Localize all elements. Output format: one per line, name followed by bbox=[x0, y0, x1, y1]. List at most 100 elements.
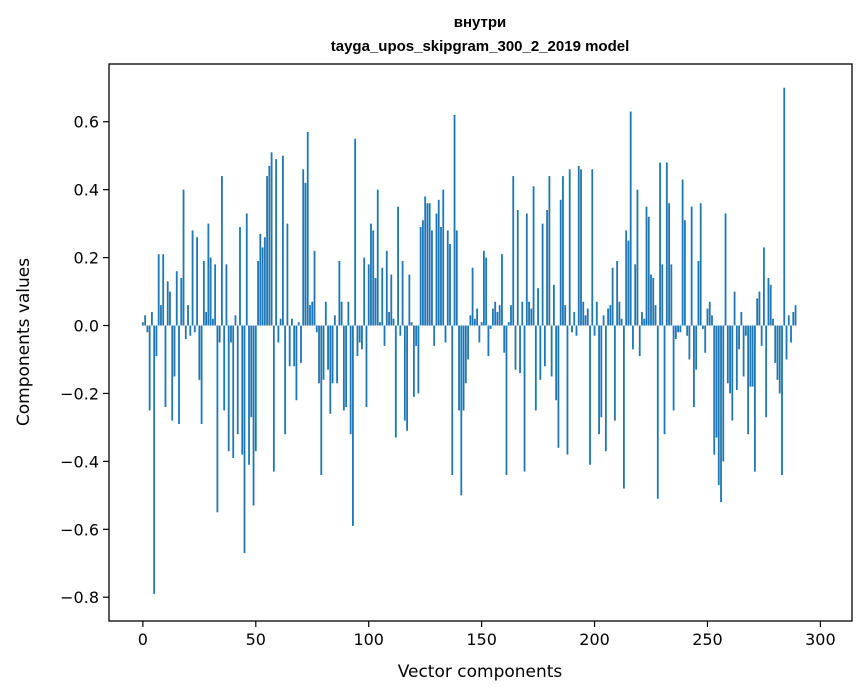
bar-49 bbox=[252, 325, 255, 506]
bar-205 bbox=[604, 325, 607, 452]
bar-277 bbox=[767, 277, 770, 326]
bar-271 bbox=[753, 325, 756, 472]
bar-89 bbox=[342, 325, 345, 411]
bar-132 bbox=[440, 227, 442, 326]
bar-75 bbox=[311, 301, 314, 326]
bar-186 bbox=[562, 176, 564, 326]
bar-117 bbox=[406, 325, 409, 431]
bar-190 bbox=[571, 325, 573, 333]
bar-72 bbox=[304, 182, 307, 326]
bar-93 bbox=[352, 325, 354, 526]
bar-19 bbox=[184, 325, 187, 340]
bar-227 bbox=[654, 305, 657, 326]
bar-24 bbox=[196, 237, 198, 326]
y-tick-label: 0.2 bbox=[74, 249, 99, 268]
bar-175 bbox=[537, 288, 539, 326]
bar-212 bbox=[620, 318, 623, 326]
bar-280 bbox=[774, 325, 777, 363]
bar-224 bbox=[647, 216, 650, 326]
bar-213 bbox=[623, 325, 625, 489]
bar-211 bbox=[618, 301, 621, 326]
bar-210 bbox=[616, 260, 619, 326]
bar-247 bbox=[699, 203, 702, 326]
bar-18 bbox=[182, 189, 185, 326]
bar-32 bbox=[214, 264, 217, 326]
bar-249 bbox=[704, 325, 707, 353]
bar-104 bbox=[376, 189, 379, 326]
bar-289 bbox=[794, 305, 797, 326]
bar-192 bbox=[575, 325, 578, 336]
bar-37 bbox=[225, 264, 228, 326]
bar-96 bbox=[358, 325, 361, 343]
bar-260 bbox=[729, 325, 731, 394]
bar-250 bbox=[706, 308, 709, 326]
bar-230 bbox=[661, 264, 664, 326]
bars-group bbox=[141, 87, 797, 594]
y-tick-label: −0.8 bbox=[60, 588, 99, 607]
bar-194 bbox=[580, 169, 582, 326]
y-tick-label: −0.6 bbox=[60, 520, 99, 539]
bar-106 bbox=[381, 267, 384, 326]
bar-183 bbox=[555, 325, 558, 401]
bar-180 bbox=[548, 176, 551, 326]
bar-36 bbox=[223, 325, 226, 411]
bar-216 bbox=[629, 111, 632, 326]
bar-223 bbox=[645, 206, 648, 326]
bar-67 bbox=[293, 325, 296, 367]
bar-51 bbox=[257, 260, 259, 326]
bar-288 bbox=[792, 311, 795, 326]
bar-65 bbox=[288, 325, 291, 367]
bar-140 bbox=[458, 325, 460, 411]
bar-197 bbox=[586, 308, 589, 326]
bar-99 bbox=[365, 325, 368, 408]
bar-251 bbox=[708, 301, 711, 326]
plot-area-frame bbox=[108, 63, 853, 622]
bar-168 bbox=[521, 301, 524, 326]
bar-232 bbox=[665, 162, 668, 326]
x-tick-label: 150 bbox=[466, 630, 497, 649]
bar-86 bbox=[336, 325, 338, 384]
bar-29 bbox=[207, 223, 210, 326]
bar-125 bbox=[424, 196, 427, 326]
bar-100 bbox=[367, 264, 370, 326]
bar-82 bbox=[327, 325, 329, 370]
bar-35 bbox=[221, 176, 223, 326]
bar-110 bbox=[390, 274, 393, 326]
bar-98 bbox=[363, 257, 366, 326]
bar-174 bbox=[534, 325, 537, 411]
bar-92 bbox=[349, 325, 352, 435]
x-tick-label: 100 bbox=[353, 630, 384, 649]
bar-58 bbox=[272, 325, 275, 472]
bar-111 bbox=[392, 318, 395, 326]
bar-83 bbox=[329, 325, 332, 414]
bar-95 bbox=[356, 325, 359, 357]
bar-218 bbox=[634, 264, 637, 326]
x-tick-label: 300 bbox=[805, 630, 836, 649]
bar-200 bbox=[593, 325, 596, 336]
bar-71 bbox=[302, 169, 305, 326]
bar-133 bbox=[442, 189, 445, 326]
bar-245 bbox=[695, 325, 698, 370]
bar-193 bbox=[577, 165, 580, 326]
bar-20 bbox=[187, 305, 189, 326]
bar-55 bbox=[266, 176, 268, 326]
bar-214 bbox=[625, 230, 628, 326]
bar-259 bbox=[726, 325, 729, 384]
x-axis: 0 50 100 150 200 250 300 bbox=[138, 621, 836, 649]
bar-138 bbox=[453, 114, 456, 326]
bar-91 bbox=[347, 301, 350, 326]
bar-243 bbox=[690, 206, 693, 326]
bar-268 bbox=[747, 325, 750, 435]
bar-221 bbox=[641, 311, 643, 326]
bar-285 bbox=[785, 325, 788, 360]
bar-74 bbox=[309, 305, 311, 326]
bar-115 bbox=[401, 260, 404, 326]
bar-203 bbox=[600, 325, 603, 418]
bar-253 bbox=[713, 325, 716, 455]
bar-267 bbox=[744, 325, 747, 336]
bar-167 bbox=[519, 325, 521, 374]
bar-269 bbox=[749, 325, 752, 387]
bar-284 bbox=[783, 87, 786, 326]
bar-34 bbox=[218, 325, 221, 343]
bar-172 bbox=[530, 308, 533, 326]
